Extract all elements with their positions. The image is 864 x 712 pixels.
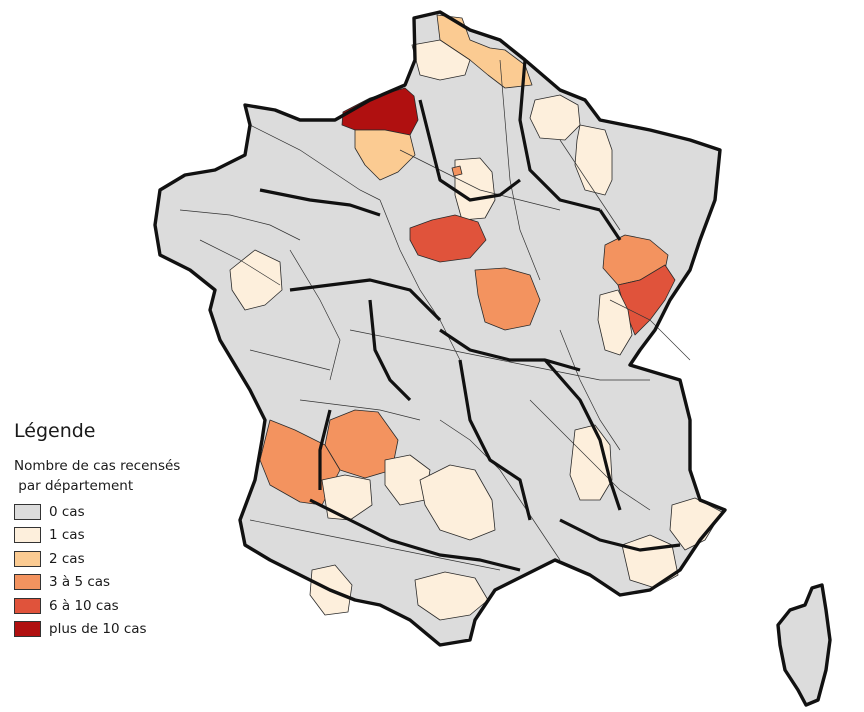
legend-title: Légende	[14, 420, 96, 442]
legend-items: 0 cas 1 cas 2 cas 3 à 5 cas 6 à 10 cas plus d…	[14, 500, 180, 641]
region-borders	[153, 10, 832, 707]
legend-item: 2 cas	[14, 547, 180, 571]
dept-alpes-maritimes	[669, 497, 723, 551]
legend-label: 1 cas	[49, 527, 85, 544]
legend: Légende Nombre de cas recensés par dépar…	[14, 420, 180, 641]
legend-item: 6 à 10 cas	[14, 594, 180, 618]
dept-marne-zone	[454, 157, 496, 221]
department-borders	[179, 59, 691, 571]
legend-swatch	[14, 527, 41, 544]
dept-lot-et-garonne	[321, 474, 373, 521]
dept-haute-marne	[574, 124, 613, 196]
dept-aude	[414, 571, 489, 621]
dept-eure	[354, 129, 416, 181]
legend-swatch	[14, 597, 41, 614]
legend-label: plus de 10 cas	[49, 621, 147, 638]
legend-item: 3 à 5 cas	[14, 571, 180, 595]
legend-label: 2 cas	[49, 550, 85, 567]
legend-swatch	[14, 503, 41, 520]
legend-label: 6 à 10 cas	[49, 597, 119, 614]
dept-aisne	[529, 94, 581, 141]
dept-pas-de-calais	[411, 39, 471, 81]
dept-nievre	[474, 267, 541, 331]
legend-swatch	[14, 621, 41, 638]
dept-vendee	[229, 249, 283, 311]
legend-item: plus de 10 cas	[14, 618, 180, 642]
legend-item: 0 cas	[14, 500, 180, 524]
legend-swatch	[14, 574, 41, 591]
legend-swatch	[14, 550, 41, 567]
dept-jura	[597, 289, 633, 356]
legend-label: 3 à 5 cas	[49, 574, 111, 591]
dept-paris	[451, 165, 463, 177]
legend-item: 1 cas	[14, 524, 180, 548]
dept-loiret	[409, 214, 487, 263]
legend-label: 0 cas	[49, 503, 85, 520]
legend-subtitle: Nombre de cas recensés par département	[14, 458, 181, 494]
dept-tarn	[419, 464, 496, 541]
